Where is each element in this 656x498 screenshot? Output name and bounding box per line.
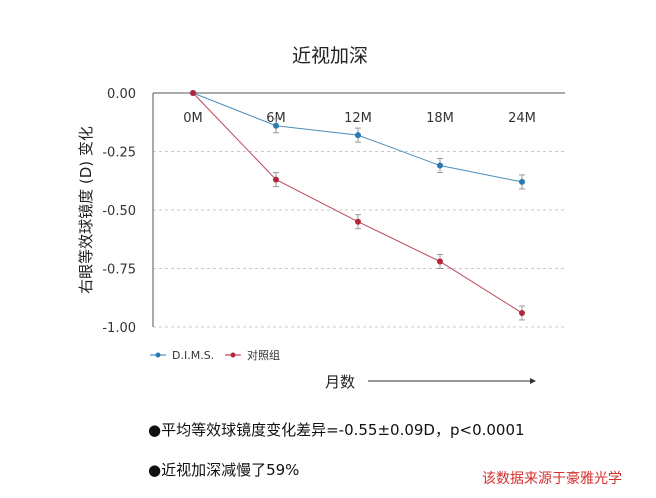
legend-label: D.I.M.S. (172, 349, 214, 362)
data-point (437, 162, 443, 169)
x-tick-label: 18M (426, 111, 454, 126)
data-point (519, 178, 525, 185)
y-tick-label: -1.00 (102, 321, 136, 336)
y-axis-label: 右眼等效球镜度 (D) 变化 (77, 126, 95, 294)
x-axis-arrowhead (530, 378, 536, 384)
data-point (355, 132, 361, 139)
data-point (355, 218, 361, 225)
x-axis-label: 月数 (325, 373, 355, 391)
x-tick-label: 0M (183, 111, 203, 126)
data-point (437, 258, 443, 265)
data-point (273, 122, 279, 129)
data-point (273, 176, 279, 183)
y-tick-label: -0.25 (102, 146, 136, 161)
data-point (190, 90, 196, 96)
y-tick-label: 0.00 (107, 87, 136, 102)
x-tick-label: 24M (508, 111, 536, 126)
data-point (519, 309, 525, 316)
legend-marker (155, 352, 161, 358)
note-reduction: ●近视加深减慢了59% (148, 461, 300, 479)
data-source-label: 该数据来源于豪雅光学 (482, 471, 622, 487)
y-tick-label: -0.50 (102, 204, 136, 219)
x-tick-label: 12M (344, 111, 372, 126)
chart-title: 近视加深 (292, 45, 368, 67)
y-tick-label: -0.75 (102, 263, 136, 278)
legend-marker (230, 352, 236, 358)
note-difference: ●平均等效球镜度变化差异=-0.55±0.09D，p<0.0001 (148, 421, 525, 439)
legend-label: 对照组 (247, 348, 280, 362)
